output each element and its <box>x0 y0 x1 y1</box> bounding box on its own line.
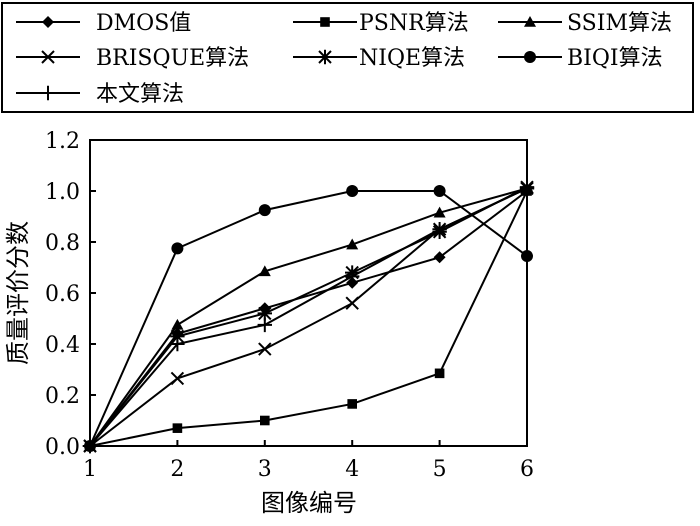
y-axis: 0.0 0.2 0.4 0.6 0.8 1.0 1.2 <box>45 129 96 460</box>
series-line <box>89 187 528 447</box>
data-point-triangle <box>346 238 359 250</box>
data-point-diamond <box>433 251 446 264</box>
data-point-square <box>172 423 183 433</box>
x-tick-label: 3 <box>258 457 272 482</box>
legend-item: BIQI算法 <box>498 46 663 71</box>
data-point-x <box>345 296 359 310</box>
series-line <box>89 187 528 447</box>
y-tick-label: 0.4 <box>45 333 80 358</box>
series-line <box>89 190 528 447</box>
legend-marker-asterisk <box>317 49 333 65</box>
y-tick-label: 0.8 <box>45 231 80 256</box>
legend-item: SSIM算法 <box>498 11 672 36</box>
legend-item: NIQE算法 <box>293 46 465 71</box>
series-1 <box>85 186 532 451</box>
data-point-plus <box>82 438 98 454</box>
data-point-square <box>260 415 270 426</box>
y-tick-label: 0.0 <box>45 435 80 460</box>
series-line <box>89 190 528 447</box>
x-tick-label: 1 <box>83 457 97 482</box>
series-line <box>89 187 528 447</box>
legend-label: 本文算法 <box>96 82 184 107</box>
data-point-plus <box>345 269 360 284</box>
legend-item: DMOS值 <box>16 11 191 36</box>
data-point-circle <box>521 250 533 263</box>
data-point-asterisk <box>257 306 272 321</box>
data-point-plus <box>432 222 447 237</box>
legend: DMOS值 PSNR算法 SSIM算法 BRISQUE算法 NIQE算法 BIQI算法本文… <box>16 11 672 107</box>
series-group <box>82 179 535 454</box>
data-point-circle <box>258 204 271 217</box>
series-5 <box>84 185 533 452</box>
x-tick-label: 2 <box>170 457 184 482</box>
data-point-circle <box>346 185 359 197</box>
data-point-square <box>434 368 445 379</box>
x-tick-label: 4 <box>345 457 359 482</box>
legend-label: NIQE算法 <box>359 46 465 71</box>
legend-label: SSIM算法 <box>567 11 672 36</box>
legend-label: BRISQUE算法 <box>96 46 249 71</box>
data-point-x <box>170 371 185 386</box>
y-tick-label: 1.0 <box>45 180 80 205</box>
data-point-plus <box>170 336 185 352</box>
legend-label: BIQI算法 <box>567 46 663 71</box>
data-point-circle <box>433 185 446 197</box>
legend-item: BRISQUE算法 <box>16 46 249 71</box>
y-tick-label: 0.2 <box>45 384 80 409</box>
x-tick-label: 5 <box>433 457 447 482</box>
data-point-triangle <box>171 318 184 330</box>
y-tick-label: 1.2 <box>45 129 80 154</box>
y-tick-label: 0.6 <box>45 282 80 307</box>
data-point-x <box>258 342 272 356</box>
x-axis-title: 图像编号 <box>261 489 357 517</box>
legend-item: 本文算法 <box>16 82 184 107</box>
legend-label: PSNR算法 <box>359 11 469 36</box>
data-point-square <box>347 399 357 409</box>
data-point-circle <box>171 242 184 255</box>
legend-label: DMOS值 <box>96 11 191 36</box>
legend-marker-diamond <box>42 16 54 28</box>
x-axis: 1 2 3 4 5 6 <box>83 440 534 482</box>
data-point-plus <box>519 181 535 196</box>
series-line <box>89 186 528 447</box>
series-2 <box>84 182 533 451</box>
legend-item: PSNR算法 <box>293 11 469 36</box>
data-point-triangle <box>258 265 271 277</box>
legend-marker-x <box>41 50 55 64</box>
legend-marker-square <box>320 17 330 27</box>
series-6 <box>82 181 535 454</box>
y-axis-title: 质量评价分数 <box>4 221 32 365</box>
data-point-triangle <box>433 206 446 218</box>
data-point-plus <box>257 317 272 333</box>
x-tick-label: 6 <box>520 457 534 482</box>
legend-marker-triangle <box>524 16 536 27</box>
series-line <box>89 190 528 447</box>
legend-marker-plus <box>40 85 56 101</box>
legend-marker-circle <box>524 51 536 63</box>
data-point-asterisk <box>170 329 185 344</box>
